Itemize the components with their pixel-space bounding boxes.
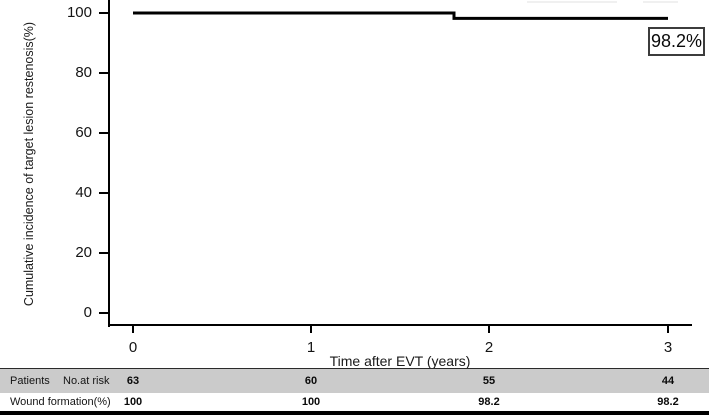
y-tick-label-20: 20	[75, 244, 92, 261]
y-tick-mark	[99, 192, 109, 194]
x-tick-mark	[488, 326, 490, 333]
y-tick-label-0: 0	[83, 304, 92, 321]
wound-value-year1: 100	[301, 396, 321, 408]
risk-table-top-border	[0, 368, 709, 369]
wound-row-label: Wound formation(%)	[10, 396, 111, 408]
y-tick-mark	[99, 12, 109, 14]
risk-value-year0: 63	[126, 375, 140, 387]
y-tick-label-100: 100	[66, 4, 92, 21]
wound-value-year3: 98.2	[657, 396, 679, 408]
y-tick-mark	[99, 72, 109, 74]
y-axis-line	[108, 0, 110, 327]
y-tick-label-60: 60	[75, 124, 92, 141]
x-tick-label-0: 0	[128, 339, 138, 356]
x-axis-title: Time after EVT (years)	[329, 353, 471, 369]
risk-row-label-patients: Patients	[10, 375, 50, 387]
y-tick-label-80: 80	[75, 64, 92, 81]
x-tick-mark	[667, 326, 669, 333]
x-tick-label-2: 2	[484, 339, 494, 356]
y-tick-mark	[99, 312, 109, 314]
risk-value-year2: 55	[482, 375, 496, 387]
annotation-box: 98.2%	[648, 27, 705, 56]
x-tick-mark	[132, 326, 134, 333]
km-line	[133, 11, 668, 20]
x-axis-line	[108, 324, 692, 326]
cropped-text-artifact	[643, 1, 678, 3]
x-tick-label-3: 3	[663, 339, 673, 356]
x-tick-label-1: 1	[306, 339, 316, 356]
annotation-label: 98.2%	[650, 31, 703, 51]
risk-table-row-wound-formation: Wound formation(%) 100 100 98.2 98.2	[0, 393, 709, 411]
y-tick-mark	[99, 252, 109, 254]
y-tick-label-40: 40	[75, 184, 92, 201]
risk-value-year3: 44	[661, 375, 675, 387]
risk-row-label-no-at-risk: No.at risk	[63, 375, 110, 387]
x-tick-mark	[310, 326, 312, 333]
risk-value-year1: 60	[304, 375, 318, 387]
risk-table-bottom-border	[0, 411, 709, 415]
cropped-text-artifact	[527, 1, 617, 3]
km-curve-svg	[133, 11, 668, 20]
wound-value-year0: 100	[123, 396, 143, 408]
risk-table-row-patients: Patients No.at risk 63 60 55 44	[0, 369, 709, 393]
wound-value-year2: 98.2	[478, 396, 500, 408]
y-tick-mark	[99, 132, 109, 134]
